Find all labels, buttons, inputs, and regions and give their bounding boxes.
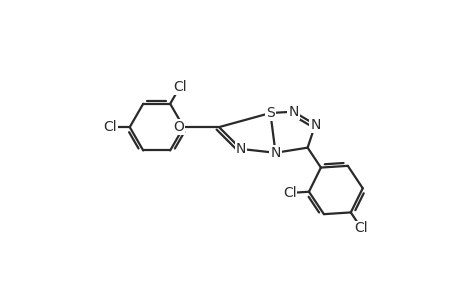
- Text: N: N: [309, 118, 320, 131]
- Text: O: O: [173, 120, 183, 134]
- Text: Cl: Cl: [173, 80, 186, 94]
- Text: S: S: [265, 106, 274, 120]
- Text: Cl: Cl: [282, 186, 296, 200]
- Text: Cl: Cl: [354, 221, 368, 236]
- Text: N: N: [235, 142, 246, 156]
- Text: N: N: [270, 146, 280, 160]
- Text: N: N: [288, 105, 298, 119]
- Text: Cl: Cl: [103, 120, 117, 134]
